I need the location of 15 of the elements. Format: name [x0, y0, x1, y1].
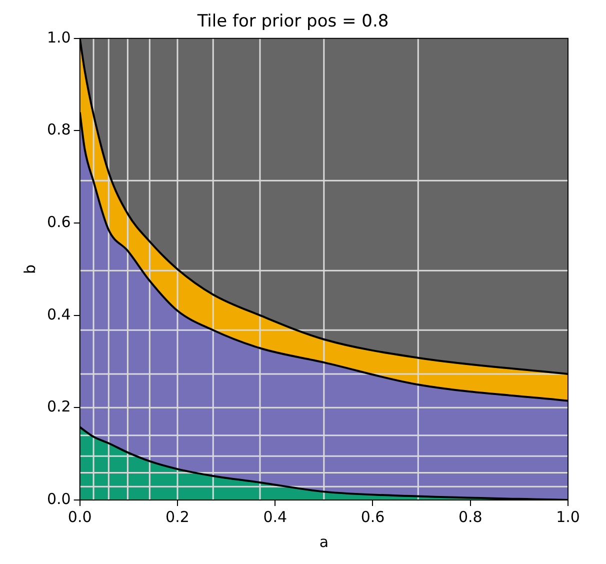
y-axis-title: b [20, 264, 39, 274]
y-tick-label: 0.2 [46, 398, 71, 416]
y-tick-label: 1.0 [46, 28, 71, 46]
y-tick-label: 0.4 [46, 305, 71, 324]
y-tick-label: 0.0 [46, 490, 71, 508]
x-tick-label: 1.0 [556, 508, 580, 526]
x-tick-label: 0.0 [68, 508, 92, 526]
x-tick-label: 0.6 [360, 508, 385, 526]
x-tick-label: 0.4 [263, 508, 288, 526]
y-tick-label: 0.8 [46, 120, 71, 139]
x-tick-label: 0.2 [166, 508, 190, 526]
x-tick-label: 0.8 [458, 508, 482, 526]
y-tick-label: 0.6 [46, 212, 71, 231]
x-axis-title: a [319, 532, 329, 551]
chart-title: Tile for prior pos = 0.8 [196, 12, 389, 32]
